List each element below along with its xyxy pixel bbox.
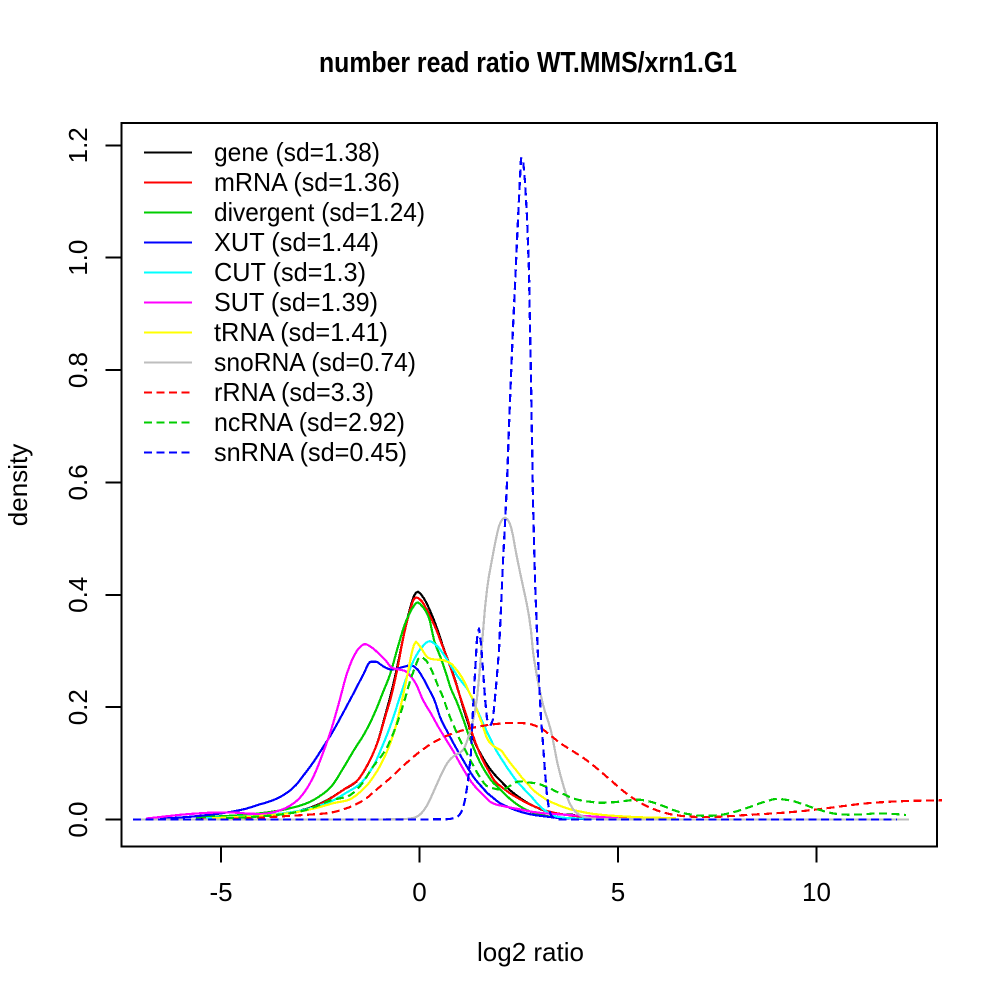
svg-text:CUT (sd=1.3): CUT (sd=1.3) [214, 257, 366, 287]
svg-text:0.6: 0.6 [63, 464, 93, 500]
svg-text:5: 5 [611, 877, 625, 907]
svg-text:snoRNA (sd=0.74): snoRNA (sd=0.74) [214, 347, 416, 377]
svg-text:gene (sd=1.38): gene (sd=1.38) [214, 137, 380, 167]
svg-text:10: 10 [802, 877, 831, 907]
svg-text:1.2: 1.2 [63, 127, 93, 163]
svg-text:0: 0 [412, 877, 426, 907]
svg-text:rRNA (sd=3.3): rRNA (sd=3.3) [214, 377, 374, 407]
svg-text:0.8: 0.8 [63, 352, 93, 388]
svg-text:snRNA (sd=0.45): snRNA (sd=0.45) [214, 437, 407, 467]
svg-text:1.0: 1.0 [63, 240, 93, 276]
svg-text:mRNA (sd=1.36): mRNA (sd=1.36) [214, 167, 400, 197]
svg-text:number read ratio WT.MMS/xrn1.: number read ratio WT.MMS/xrn1.G1 [319, 47, 737, 79]
svg-text:density: density [3, 444, 33, 526]
svg-text:XUT (sd=1.44): XUT (sd=1.44) [214, 227, 379, 257]
svg-text:ncRNA (sd=2.92): ncRNA (sd=2.92) [214, 407, 405, 437]
svg-text:log2 ratio: log2 ratio [477, 937, 584, 967]
svg-text:tRNA (sd=1.41): tRNA (sd=1.41) [214, 317, 388, 347]
svg-text:0.4: 0.4 [63, 577, 93, 613]
svg-text:0.2: 0.2 [63, 689, 93, 725]
svg-text:0.0: 0.0 [63, 802, 93, 838]
svg-text:-5: -5 [209, 877, 232, 907]
svg-text:divergent (sd=1.24): divergent (sd=1.24) [214, 197, 425, 227]
svg-text:SUT (sd=1.39): SUT (sd=1.39) [214, 287, 378, 317]
